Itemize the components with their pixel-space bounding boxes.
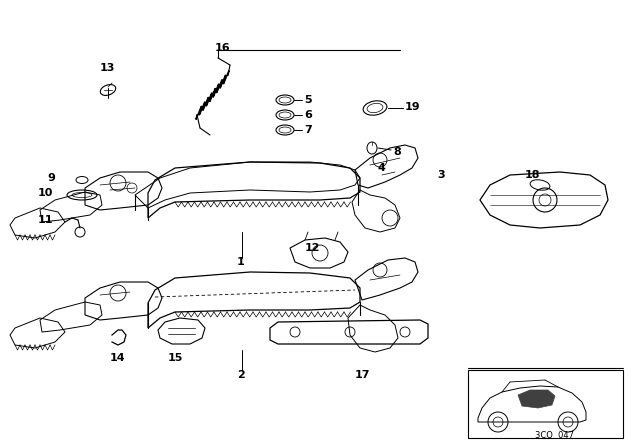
Text: 8: 8 [393,147,401,157]
Text: 9: 9 [47,173,55,183]
Text: 7: 7 [304,125,312,135]
Bar [468,370,623,438]
Text: 17: 17 [355,370,371,380]
Text: 3CO  047: 3CO 047 [535,431,574,439]
Text: 16: 16 [215,43,230,53]
Text: 15: 15 [168,353,184,363]
Text: 11: 11 [38,215,54,225]
Text: 14: 14 [110,353,125,363]
Text: 3: 3 [437,170,445,180]
Text: 13: 13 [100,63,115,73]
Text: 6: 6 [304,110,312,120]
Text: 1: 1 [237,257,244,267]
Polygon shape [518,390,555,408]
Text: 4: 4 [378,163,386,173]
Text: 19: 19 [405,102,420,112]
Text: 10: 10 [38,188,53,198]
Text: 5: 5 [304,95,312,105]
Text: 18: 18 [525,170,541,180]
Text: 2: 2 [237,370,244,380]
Text: 12: 12 [305,243,321,253]
